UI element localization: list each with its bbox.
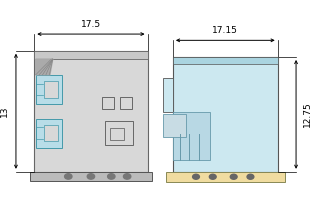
Bar <box>110 128 124 140</box>
Bar <box>120 97 132 109</box>
Circle shape <box>193 174 199 179</box>
Text: 17.15: 17.15 <box>212 26 238 35</box>
Text: 13: 13 <box>0 105 9 117</box>
Circle shape <box>209 174 216 179</box>
Circle shape <box>108 174 115 179</box>
Bar <box>34 51 148 172</box>
Bar <box>163 78 173 112</box>
Circle shape <box>247 174 254 179</box>
Bar <box>34 51 148 59</box>
Circle shape <box>87 174 95 179</box>
Bar <box>173 57 278 64</box>
Bar <box>166 172 285 182</box>
Circle shape <box>230 174 237 179</box>
Circle shape <box>124 174 131 179</box>
Bar <box>173 57 278 172</box>
Circle shape <box>65 174 72 179</box>
Text: 17.5: 17.5 <box>81 20 101 29</box>
Bar <box>105 121 133 145</box>
Text: 12.75: 12.75 <box>303 101 312 127</box>
Bar <box>173 112 210 160</box>
Polygon shape <box>36 59 53 75</box>
Bar <box>44 125 58 142</box>
Bar <box>44 81 58 98</box>
Bar <box>36 118 62 148</box>
Bar <box>30 172 152 181</box>
Bar <box>163 114 186 137</box>
Bar <box>102 97 114 109</box>
Bar <box>36 75 62 104</box>
